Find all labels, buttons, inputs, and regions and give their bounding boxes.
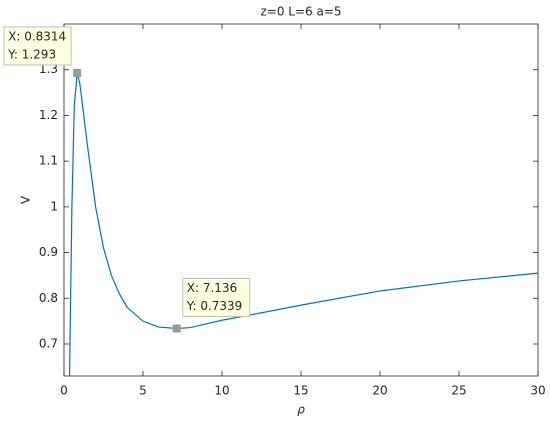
data-tip-label: X: 7.136 [187,281,237,295]
y-tick-label: 1.1 [39,154,58,168]
x-tick-label: 25 [451,384,466,398]
x-tick-label: 20 [372,384,387,398]
y-tick-label: 0.8 [39,291,58,305]
data-tip-label: Y: 0.7339 [186,299,243,313]
y-tick-label: 0.7 [39,337,58,351]
y-axis-label: V [19,195,33,204]
data-tip: X: 0.8314 Y: 1.293 [3,26,82,77]
chart-title: z=0 L=6 a=5 [260,5,341,19]
data-tip-marker [73,68,82,77]
data-tip-box [3,26,72,66]
y-tick-label: 0.9 [39,245,58,259]
x-tick-label: 5 [139,384,147,398]
x-tick-label: 0 [60,384,68,398]
x-tick-label: 10 [214,384,229,398]
x-tick-label: 30 [530,384,545,398]
data-tip-marker [172,324,181,333]
plot-area [63,23,539,377]
x-tick-label: 15 [293,384,308,398]
y-tick-label: 1 [50,199,58,213]
data-tip-label: Y: 1.293 [7,47,56,61]
data-tip: X: 7.136 Y: 0.7339 [172,278,251,333]
y-tick-label: 1.3 [39,62,58,76]
data-tip-box [182,278,251,318]
y-tick-label: 1.2 [39,108,58,122]
data-tip-label: X: 0.8314 [8,29,66,43]
x-axis-label: ρ [297,403,305,417]
